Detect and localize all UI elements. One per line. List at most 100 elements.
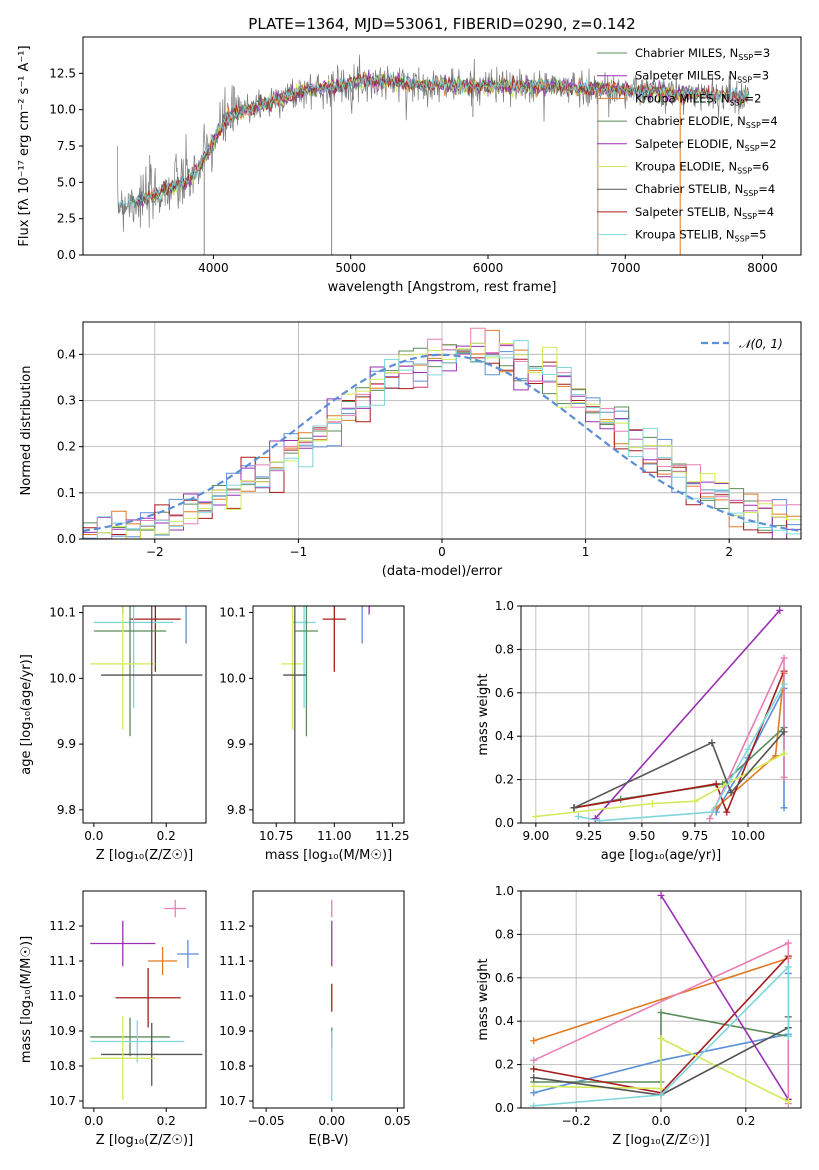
series-layer <box>532 606 788 823</box>
series-line <box>573 731 785 809</box>
errorbar-point <box>90 1016 156 1101</box>
y-tick-label: 9.8 <box>57 803 76 817</box>
errorbar-point <box>185 606 187 644</box>
legend-label-text: Kroupa ELODIE, N <box>635 160 737 174</box>
series-marker <box>570 804 578 812</box>
legend-label-text: Chabrier MILES, N <box>635 46 738 60</box>
y-tick-label: 11.1 <box>219 954 246 968</box>
y-tick-label: 0.0 <box>495 1101 514 1115</box>
y-tick-label: 10.0 <box>49 103 76 117</box>
x-tick-label: 0.0 <box>651 1114 670 1128</box>
y-tick-label: 7.5 <box>57 139 76 153</box>
y-tick-label: 0.2 <box>495 773 514 787</box>
errorbar-layer <box>280 606 370 823</box>
legend-label-text: Salpeter MILES, N <box>635 69 737 83</box>
errorbar-point <box>115 968 181 1028</box>
legend-label-value: =2 <box>760 137 777 151</box>
axes-frame <box>82 890 207 1109</box>
legend-label-value: =3 <box>752 69 769 83</box>
series-marker <box>657 1009 665 1017</box>
errorbar-point <box>130 606 181 672</box>
errorbar-point <box>148 947 178 975</box>
y-tick-label: 0.4 <box>495 1014 514 1028</box>
model-spectrum-line <box>116 71 750 209</box>
series-line <box>578 683 785 822</box>
x-tick-label: 11.00 <box>317 829 351 843</box>
legend: 𝒩(0, 1) <box>701 337 783 351</box>
normal-curve-line <box>83 353 801 532</box>
histogram-layer <box>83 327 801 539</box>
x-tick-label: 10.75 <box>259 829 293 843</box>
y-tick-label: 10.9 <box>219 1024 246 1038</box>
series-marker <box>784 1032 792 1040</box>
series-marker <box>574 812 582 820</box>
legend-label-text: Chabrier STELIB, N <box>635 182 743 196</box>
x-tick-label: 11.25 <box>375 829 409 843</box>
x-tick-label: 0.00 <box>318 1114 345 1128</box>
legend-label: Kroupa STELIB, NSSP=5 <box>635 228 766 244</box>
x-tick-label: −1 <box>290 545 308 559</box>
y-tick-label: 1.0 <box>495 884 514 898</box>
errorbar-point <box>93 606 167 737</box>
series-marker <box>657 1091 665 1099</box>
series-line <box>573 670 785 815</box>
x-tick-label: 0 <box>438 545 446 559</box>
legend-label-sub: SSP <box>735 235 750 244</box>
legend-label-sub: SSP <box>746 121 761 130</box>
errorbar-layer <box>90 606 203 823</box>
series-marker <box>780 804 788 812</box>
y-tick-label: 11.2 <box>49 919 76 933</box>
series-marker <box>708 739 716 747</box>
series-marker <box>708 808 716 816</box>
series-line <box>533 1037 789 1103</box>
spectrum-traces <box>116 54 750 255</box>
legend-label-sub: SSP <box>737 76 752 85</box>
histogram-series <box>83 327 801 539</box>
x-axis-label: wavelength [Angstrom, rest frame] <box>328 280 557 295</box>
legend-label-text: Chabrier ELODIE, N <box>635 114 746 128</box>
series-marker <box>532 812 540 820</box>
errorbar-point <box>101 606 203 823</box>
series-marker <box>744 745 752 753</box>
mass_vs_EBV-panel: −0.05 0.00 0.05 10.7 10.8 10.9 11.0 11.1 11.2 E(B… <box>219 890 411 1148</box>
series-marker <box>784 1097 792 1105</box>
y-axis-label: mass weight <box>476 958 491 1040</box>
x-tick-label: 0.05 <box>384 1114 411 1128</box>
y-axis-label: mass [log₁₀(M/M☉)] <box>19 936 34 1063</box>
axes-frame <box>520 605 802 824</box>
y-tick-label: 10.1 <box>219 606 246 620</box>
errorbar-point <box>164 899 187 918</box>
series-marker <box>657 1084 665 1092</box>
legend-label: Kroupa MILES, NSSP=2 <box>635 91 761 107</box>
y-tick-label: 10.1 <box>49 606 76 620</box>
errorbar-point <box>283 606 307 823</box>
errorbar-point <box>280 606 305 730</box>
legend-label: Salpeter STELIB, NSSP=4 <box>635 205 774 221</box>
x-tick-label: 10.00 <box>731 829 765 843</box>
y-tick-label: 0.0 <box>495 816 514 830</box>
series-marker <box>657 891 665 899</box>
errorbar-layer <box>90 899 203 1101</box>
x-tick-label: 4000 <box>198 261 229 275</box>
axes-frame <box>252 890 405 1109</box>
series-marker <box>530 1089 538 1097</box>
legend-label-sub: SSP <box>730 98 745 107</box>
x-tick-label: 9.50 <box>629 829 656 843</box>
x-tick-label: 0.2 <box>157 1114 176 1128</box>
legend-label: Kroupa ELODIE, NSSP=6 <box>635 160 769 176</box>
y-tick-label: 0.6 <box>495 971 514 985</box>
residuals-panel: −2 −1 0 1 2 0.0 0.1 0.2 0.3 0.4 (data-model)/error… <box>19 321 802 579</box>
x-tick-label: 1 <box>582 545 590 559</box>
errorbar-point <box>322 606 346 672</box>
legend-label-text: Salpeter ELODIE, N <box>635 137 745 151</box>
x-tick-label: 9.00 <box>522 829 549 843</box>
series-marker <box>657 1035 665 1043</box>
histogram-series <box>83 340 801 539</box>
errorbar-point <box>361 606 363 644</box>
legend-label-text: Kroupa MILES, N <box>635 91 730 105</box>
errorbar-point <box>292 606 316 708</box>
x-tick-label: 0.2 <box>157 829 176 843</box>
x-tick-label: 0.2 <box>736 1114 755 1128</box>
x-axis-label: mass [log₁₀(M/M☉)] <box>265 848 392 863</box>
x-tick-label: 0.0 <box>84 829 103 843</box>
